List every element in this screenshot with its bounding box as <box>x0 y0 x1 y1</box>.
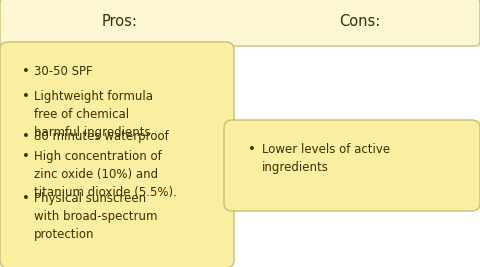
Text: •: • <box>22 90 30 103</box>
FancyBboxPatch shape <box>224 120 480 211</box>
Text: Lightweight formula
free of chemical
harmful ingredients: Lightweight formula free of chemical har… <box>34 90 153 139</box>
FancyBboxPatch shape <box>0 0 480 46</box>
Text: 80 minutes waterproof: 80 minutes waterproof <box>34 130 169 143</box>
Text: Cons:: Cons: <box>339 14 381 29</box>
Text: •: • <box>22 65 30 78</box>
Text: •: • <box>22 130 30 143</box>
Text: •: • <box>248 143 256 156</box>
FancyBboxPatch shape <box>0 42 234 267</box>
Text: Lower levels of active
ingredients: Lower levels of active ingredients <box>262 143 390 174</box>
Text: 30-50 SPF: 30-50 SPF <box>34 65 93 78</box>
Text: •: • <box>22 150 30 163</box>
Text: Pros:: Pros: <box>102 14 138 29</box>
Text: High concentration of
zinc oxide (10%) and
titanium dioxide (5.5%).: High concentration of zinc oxide (10%) a… <box>34 150 177 199</box>
Text: •: • <box>22 192 30 205</box>
Text: Physical sunscreen
with broad-spectrum
protection: Physical sunscreen with broad-spectrum p… <box>34 192 157 241</box>
